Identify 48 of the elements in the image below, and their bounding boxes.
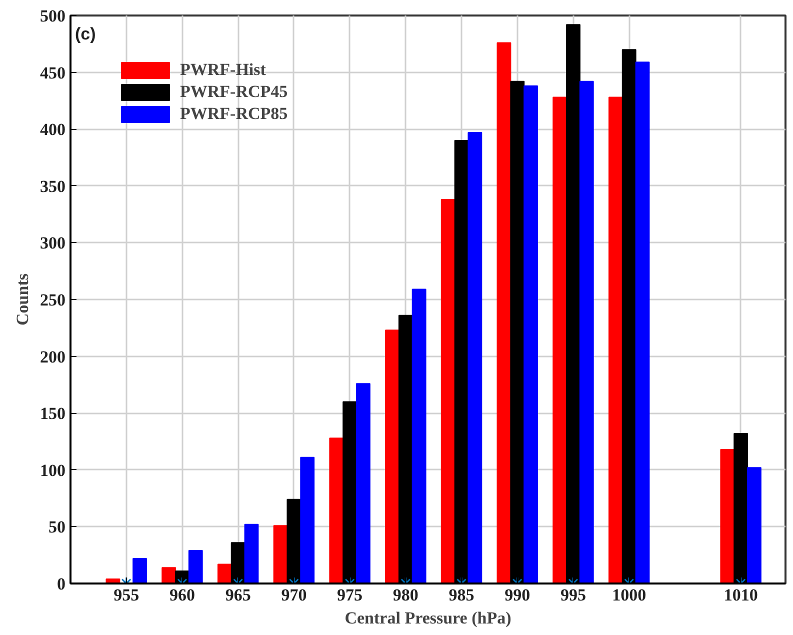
x-tick-label: 965 [225,586,251,604]
bar [440,199,456,584]
text: (c) [74,24,96,44]
legend-label: PWRF-RCP85 [180,104,288,124]
x-tick-label: 955 [114,586,140,604]
bar [244,524,259,584]
y-tick-label: 400 [40,120,66,140]
x-tick-label: 990 [504,586,530,604]
y-tick-label: 250 [40,290,66,310]
y-tick-label: 150 [40,404,66,424]
bar [635,62,650,584]
y-tick-label: 200 [40,347,66,366]
y-tick-label: 450 [40,63,66,82]
bar [552,96,568,584]
bar [608,96,623,584]
bar [162,567,176,584]
bar [132,558,147,584]
y-tick-label: 350 [40,176,66,196]
y-tick-label: 300 [40,234,66,253]
x-tick-label: 1000 [612,586,646,604]
bar [496,42,512,584]
legend-label: PWRF-Hist [180,60,266,80]
x-tick-label: 970 [281,586,307,604]
bar [579,80,594,584]
bar [188,550,203,584]
x-tick-label: 1010 [724,586,758,604]
x-tick-label: 995 [560,586,586,604]
bar [524,85,538,584]
x-tick-label: 960 [169,586,195,604]
x-tick-label: 975 [337,586,363,604]
bar [217,564,232,584]
y-axis-title: Counts [13,273,32,326]
x-tick-label: 980 [392,586,418,604]
y-tick-label: 500 [40,6,66,26]
x-axis-title: Central Pressure (hPa) [344,608,512,628]
y-tick-label: 50 [48,518,66,537]
bar [720,448,735,584]
bar [329,438,344,584]
bar [356,383,370,584]
bar [385,330,400,584]
x-tick-label: 985 [448,586,474,604]
bar [412,288,426,584]
bar [468,132,482,584]
bar [300,456,315,584]
y-tick-label: 0 [57,574,66,594]
bar [747,467,762,584]
y-tick-label: 100 [40,460,66,480]
legend-label: PWRF-RCP45 [180,82,288,102]
